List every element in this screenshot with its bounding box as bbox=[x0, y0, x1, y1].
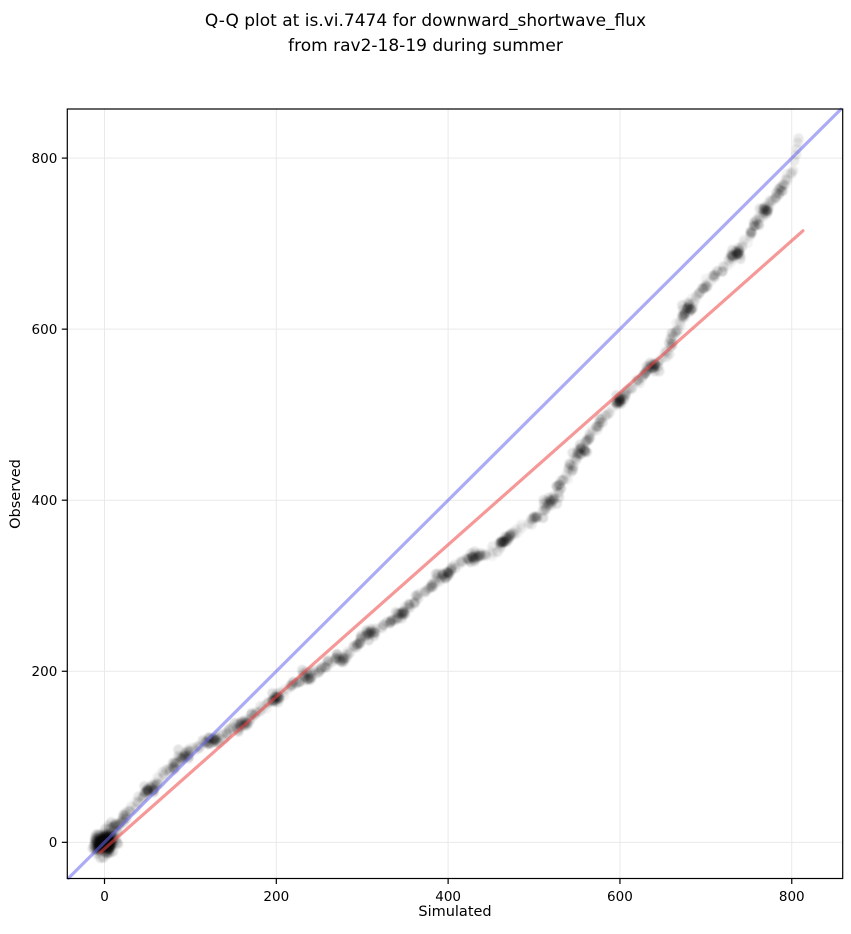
plot-spines bbox=[66, 108, 844, 880]
chart-title-line1: Q-Q plot at is.vi.7474 for downward_shor… bbox=[204, 11, 647, 31]
y-tick-label: 600 bbox=[32, 322, 58, 338]
y-tick-label: 200 bbox=[32, 664, 58, 680]
identity-line bbox=[66, 107, 843, 880]
chart-title: Q-Q plot at is.vi.7474 for downward_shor… bbox=[0, 9, 851, 59]
y-tick-label: 400 bbox=[32, 493, 58, 509]
fit-line bbox=[98, 229, 805, 855]
x-tick-label: 200 bbox=[263, 889, 289, 905]
x-tick-label: 800 bbox=[779, 889, 805, 905]
chart-title-line2: from rav2-18-19 during summer bbox=[288, 36, 563, 56]
axis-ticks: 0 200 400 600 800 0 200 400 600 800 bbox=[32, 151, 805, 905]
y-tick-label: 800 bbox=[32, 151, 58, 167]
gridlines bbox=[67, 109, 843, 879]
x-tick-label: 600 bbox=[607, 889, 633, 905]
x-tick-label: 0 bbox=[100, 889, 109, 905]
y-axis-label: Observed bbox=[8, 459, 24, 529]
y-tick-label: 0 bbox=[49, 835, 58, 851]
x-axis-label: Simulated bbox=[418, 904, 492, 920]
x-tick-label: 400 bbox=[435, 889, 461, 905]
